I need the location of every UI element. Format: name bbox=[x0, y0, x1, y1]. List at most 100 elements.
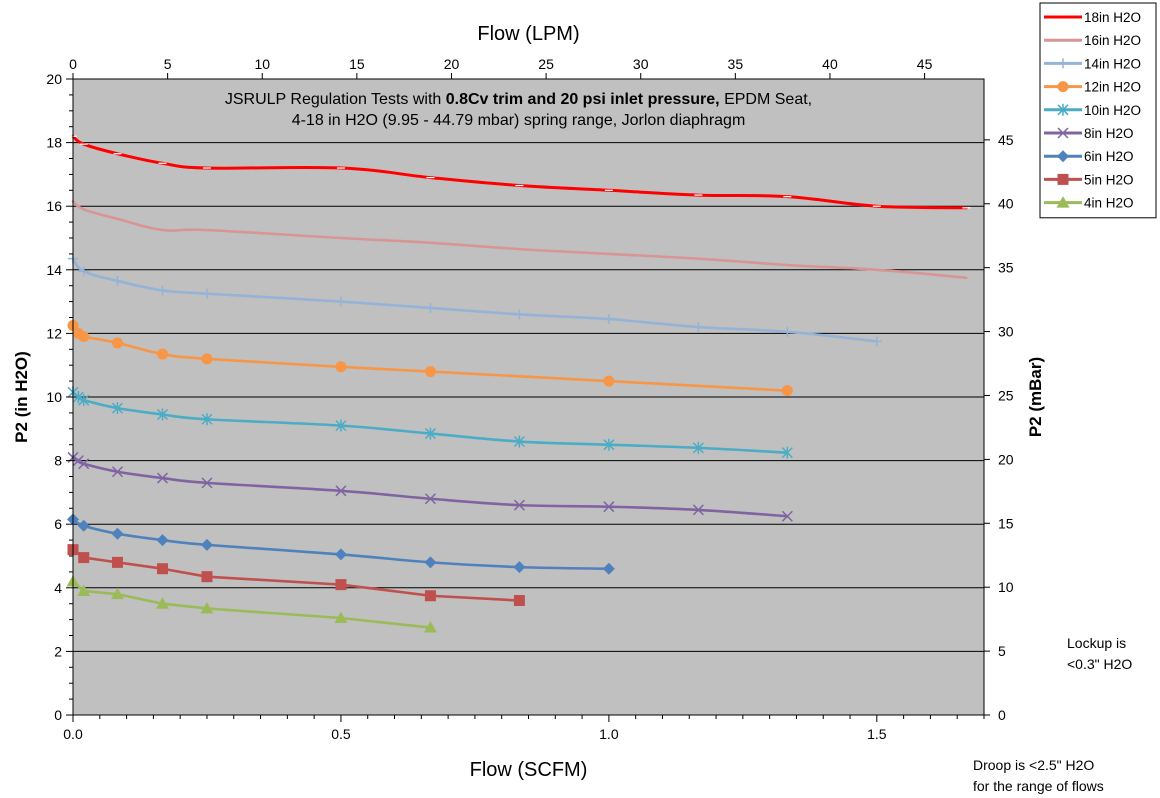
data-point bbox=[603, 501, 615, 513]
x2-tick-label: 25 bbox=[538, 56, 554, 72]
x-axis-title: Flow (SCFM) bbox=[470, 759, 588, 781]
legend-entry: 12in H2O bbox=[1044, 80, 1141, 95]
y2-tick-label: 15 bbox=[998, 515, 1014, 531]
data-point bbox=[692, 504, 704, 516]
data-point bbox=[156, 408, 169, 421]
data-point bbox=[1057, 103, 1069, 116]
x2-tick-label: 30 bbox=[633, 56, 649, 72]
data-point bbox=[156, 472, 169, 484]
x2-axis-title: Flow (LPM) bbox=[477, 23, 579, 45]
data-point bbox=[424, 427, 436, 440]
legend-entry: 4in H2O bbox=[1044, 196, 1134, 211]
chart-title-line: 4-18 in H2O (9.95 - 44.79 mbar) spring r… bbox=[292, 112, 746, 129]
data-point bbox=[603, 438, 615, 451]
chart-title-line: JSRULP Regulation Tests with 0.8Cv trim … bbox=[225, 91, 812, 108]
y-tick-label: 16 bbox=[46, 198, 62, 214]
data-point bbox=[110, 587, 124, 600]
data-point bbox=[514, 309, 525, 320]
data-point bbox=[692, 441, 704, 454]
legend-label: 6in H2O bbox=[1084, 149, 1134, 164]
chart-title-run: 4-18 in H2O (9.95 - 44.79 mbar) spring r… bbox=[292, 112, 746, 129]
y-tick-label: 10 bbox=[46, 389, 62, 405]
series-layer bbox=[66, 134, 971, 633]
data-point bbox=[693, 322, 704, 333]
chart-title-run: EPDM Seat, bbox=[720, 91, 812, 108]
legend-label: 16in H2O bbox=[1084, 33, 1141, 48]
series-line bbox=[71, 548, 521, 602]
data-point bbox=[1057, 81, 1069, 93]
y2-tick-label: 10 bbox=[998, 579, 1014, 595]
series-10in-h2o bbox=[67, 386, 793, 459]
data-point bbox=[782, 326, 793, 337]
data-point bbox=[78, 266, 89, 277]
data-point bbox=[155, 597, 169, 609]
x-tick-label: 0.0 bbox=[63, 726, 83, 742]
data-point bbox=[72, 391, 84, 403]
data-point bbox=[112, 275, 123, 286]
chart-title-run: JSRULP Regulation Tests with bbox=[225, 91, 446, 108]
data-point bbox=[157, 285, 168, 296]
x2-tick-label: 40 bbox=[822, 56, 838, 72]
data-point bbox=[424, 556, 437, 569]
data-point bbox=[781, 385, 793, 397]
series-line bbox=[71, 200, 968, 280]
data-point bbox=[335, 485, 347, 497]
data-point bbox=[111, 527, 124, 540]
data-point bbox=[1057, 150, 1069, 163]
y-tick-label: 12 bbox=[46, 325, 62, 341]
data-point bbox=[1057, 127, 1069, 139]
data-point bbox=[424, 493, 436, 505]
x2-tick-label: 35 bbox=[728, 56, 744, 72]
x2-tick-label: 10 bbox=[254, 56, 270, 72]
x2-tick-label: 20 bbox=[444, 56, 460, 72]
data-point bbox=[513, 499, 525, 511]
x-tick-label: 0.5 bbox=[331, 726, 351, 742]
legend-entry: 6in H2O bbox=[1044, 149, 1134, 164]
legend-entry: 16in H2O bbox=[1044, 33, 1141, 48]
data-point bbox=[603, 375, 615, 387]
legend-label: 18in H2O bbox=[1084, 10, 1141, 25]
legend-label: 4in H2O bbox=[1084, 196, 1134, 211]
lockup-note: Lockup is <0.3" H2O bbox=[1067, 633, 1132, 675]
x2-tick-label: 5 bbox=[164, 56, 172, 72]
data-point bbox=[156, 348, 168, 360]
data-point bbox=[424, 366, 436, 378]
series-6in-h2o bbox=[67, 513, 615, 575]
data-point bbox=[781, 510, 793, 522]
series-16in-h2o bbox=[71, 200, 968, 280]
data-point bbox=[602, 562, 615, 575]
y-tick-label: 2 bbox=[54, 643, 62, 659]
chart-title-run: 0.8Cv trim and 20 psi inlet pressure, bbox=[446, 91, 720, 108]
data-point bbox=[78, 331, 90, 343]
legend-label: 12in H2O bbox=[1084, 80, 1141, 95]
data-point bbox=[201, 571, 213, 583]
lockup-note-line2: <0.3" H2O bbox=[1067, 656, 1133, 672]
data-point bbox=[111, 402, 124, 415]
legend-label: 8in H2O bbox=[1084, 126, 1134, 141]
data-point bbox=[78, 458, 90, 470]
y2-tick-label: 5 bbox=[998, 643, 1006, 659]
data-point bbox=[513, 435, 525, 448]
data-point bbox=[871, 336, 882, 347]
legend-entry: 14in H2O bbox=[1044, 56, 1141, 71]
data-point bbox=[1056, 196, 1070, 208]
data-point bbox=[78, 394, 90, 407]
series-12in-h2o bbox=[67, 319, 793, 397]
data-point bbox=[1058, 58, 1068, 69]
x-tick-label: 1.5 bbox=[867, 726, 887, 742]
data-point bbox=[156, 534, 169, 547]
y2-tick-label: 20 bbox=[998, 451, 1014, 467]
data-point bbox=[335, 579, 347, 591]
droop-note-line1: Droop is <2.5" H2O bbox=[973, 757, 1095, 773]
y2-tick-label: 45 bbox=[998, 132, 1014, 148]
data-point bbox=[156, 563, 168, 575]
legend-label: 10in H2O bbox=[1084, 103, 1141, 118]
y-tick-label: 18 bbox=[46, 135, 62, 151]
x2-tick-label: 15 bbox=[349, 56, 365, 72]
lockup-note-line1: Lockup is bbox=[1067, 635, 1127, 651]
chart-title: JSRULP Regulation Tests with 0.8Cv trim … bbox=[225, 91, 812, 129]
data-point bbox=[200, 538, 213, 551]
data-point bbox=[201, 353, 213, 365]
data-point bbox=[72, 455, 84, 467]
y2-tick-label: 35 bbox=[998, 260, 1014, 276]
